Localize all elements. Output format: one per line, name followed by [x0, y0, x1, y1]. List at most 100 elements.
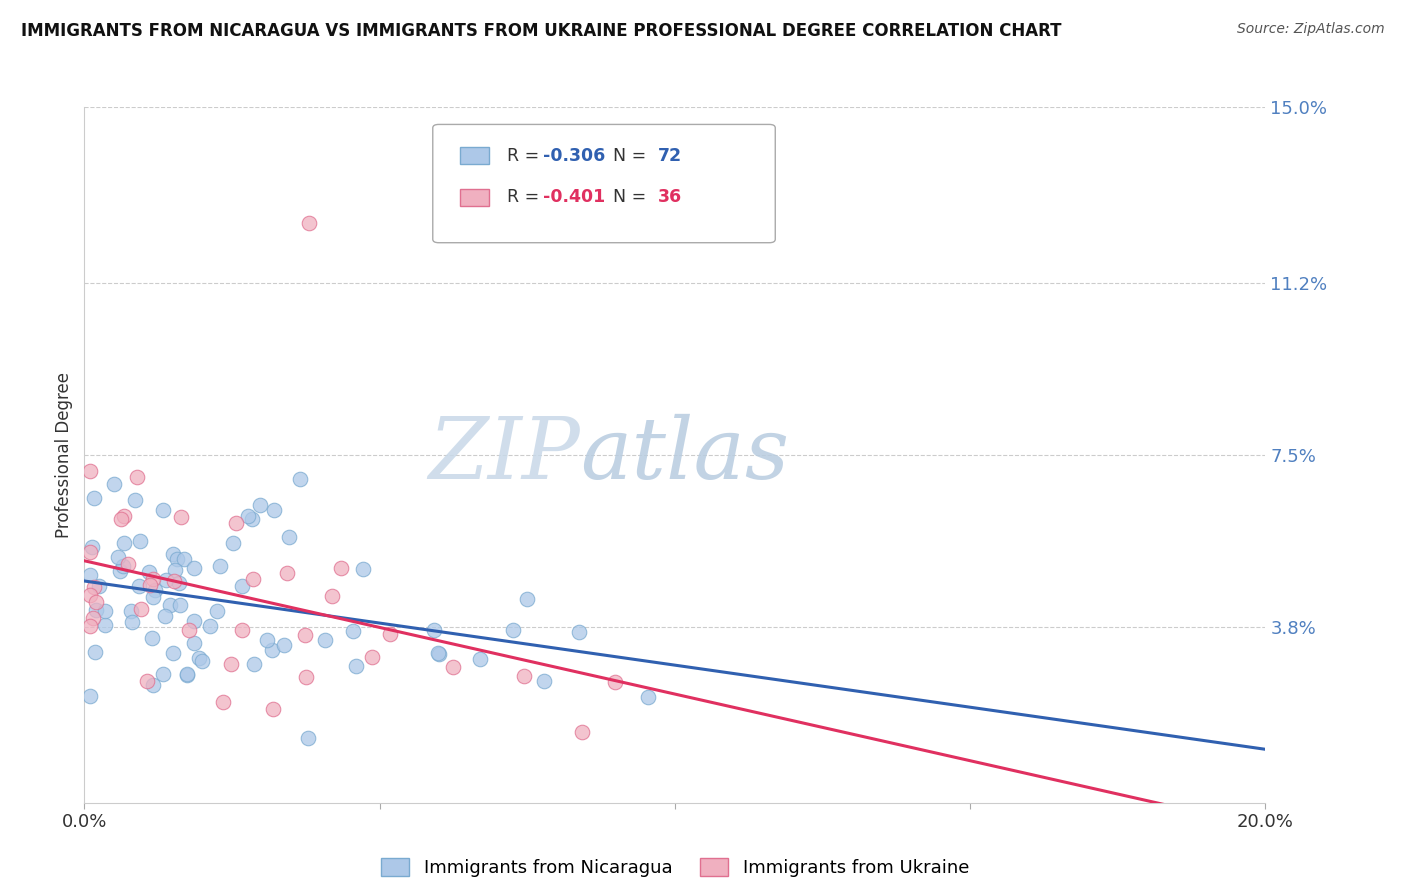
Legend: Immigrants from Nicaragua, Immigrants from Ukraine: Immigrants from Nicaragua, Immigrants fr… — [373, 850, 977, 884]
Point — [176, 667, 198, 681]
Point — [84, 645, 107, 659]
Point — [87, 579, 110, 593]
Y-axis label: Professional Degree: Professional Degree — [55, 372, 73, 538]
Point — [468, 652, 491, 666]
Point — [159, 598, 181, 612]
Bar — [460, 147, 489, 164]
Point — [129, 533, 152, 548]
Point — [142, 678, 165, 692]
Point — [107, 549, 129, 564]
Point — [79, 464, 101, 478]
Point — [166, 551, 188, 566]
Point — [125, 469, 148, 483]
Point — [139, 578, 162, 592]
Point — [84, 603, 107, 617]
Bar — [460, 189, 489, 206]
Point — [344, 659, 367, 673]
Point — [242, 572, 264, 586]
Point — [79, 568, 101, 582]
Point — [256, 633, 278, 648]
Point — [128, 579, 150, 593]
Text: R =: R = — [508, 188, 546, 206]
Point — [173, 552, 195, 566]
Point — [117, 557, 139, 571]
Point — [427, 647, 450, 661]
Point — [295, 670, 318, 684]
Point — [187, 651, 209, 665]
Point — [314, 633, 336, 648]
Point — [176, 668, 198, 682]
Point — [243, 657, 266, 672]
Point — [79, 545, 101, 559]
Point — [124, 493, 146, 508]
Point — [219, 657, 242, 671]
Point — [222, 536, 245, 550]
Point — [110, 511, 132, 525]
Point — [236, 509, 259, 524]
Point — [112, 536, 135, 550]
Point — [190, 654, 212, 668]
Point — [427, 646, 450, 660]
Point — [167, 575, 190, 590]
Point — [249, 498, 271, 512]
Text: ZIP: ZIP — [429, 414, 581, 496]
Point — [169, 598, 191, 612]
Point — [155, 573, 177, 587]
Point — [205, 604, 228, 618]
Point — [152, 667, 174, 681]
Point — [231, 579, 253, 593]
Text: IMMIGRANTS FROM NICARAGUA VS IMMIGRANTS FROM UKRAINE PROFESSIONAL DEGREE CORRELA: IMMIGRANTS FROM NICARAGUA VS IMMIGRANTS … — [21, 22, 1062, 40]
Point — [330, 561, 353, 575]
Point — [516, 591, 538, 606]
Point — [183, 560, 205, 574]
Point — [423, 623, 446, 637]
Point — [225, 516, 247, 531]
Point — [83, 491, 105, 506]
Point — [360, 650, 382, 665]
Point — [162, 574, 184, 589]
Point — [290, 472, 312, 486]
Point — [294, 628, 316, 642]
Point — [637, 690, 659, 704]
Point — [212, 695, 235, 709]
Point — [120, 604, 142, 618]
Point — [278, 530, 301, 544]
Point — [162, 646, 184, 660]
Text: 36: 36 — [658, 188, 682, 206]
Point — [82, 611, 104, 625]
Point — [162, 547, 184, 561]
Point — [83, 580, 105, 594]
Point — [94, 618, 117, 632]
Point — [231, 624, 253, 638]
Text: N =: N = — [602, 188, 651, 206]
Point — [208, 559, 231, 574]
Point — [138, 566, 160, 580]
Point — [94, 604, 117, 618]
Text: -0.306: -0.306 — [543, 147, 605, 165]
Text: -0.401: -0.401 — [543, 188, 605, 206]
Point — [79, 690, 101, 704]
Text: Source: ZipAtlas.com: Source: ZipAtlas.com — [1237, 22, 1385, 37]
Point — [571, 724, 593, 739]
Point — [136, 673, 159, 688]
Point — [108, 564, 131, 578]
Point — [263, 503, 285, 517]
Point — [352, 562, 374, 576]
Point — [79, 619, 101, 633]
Point — [183, 636, 205, 650]
Point — [342, 624, 364, 638]
Point — [298, 216, 321, 230]
Point — [276, 566, 298, 581]
Point — [82, 541, 104, 555]
FancyBboxPatch shape — [433, 124, 775, 243]
Point — [142, 590, 165, 604]
Point — [533, 673, 555, 688]
Text: N =: N = — [602, 147, 651, 165]
Point — [170, 509, 193, 524]
Point — [112, 509, 135, 524]
Point — [262, 702, 284, 716]
Point — [165, 563, 187, 577]
Point — [141, 631, 163, 645]
Point — [273, 638, 295, 652]
Point — [321, 590, 343, 604]
